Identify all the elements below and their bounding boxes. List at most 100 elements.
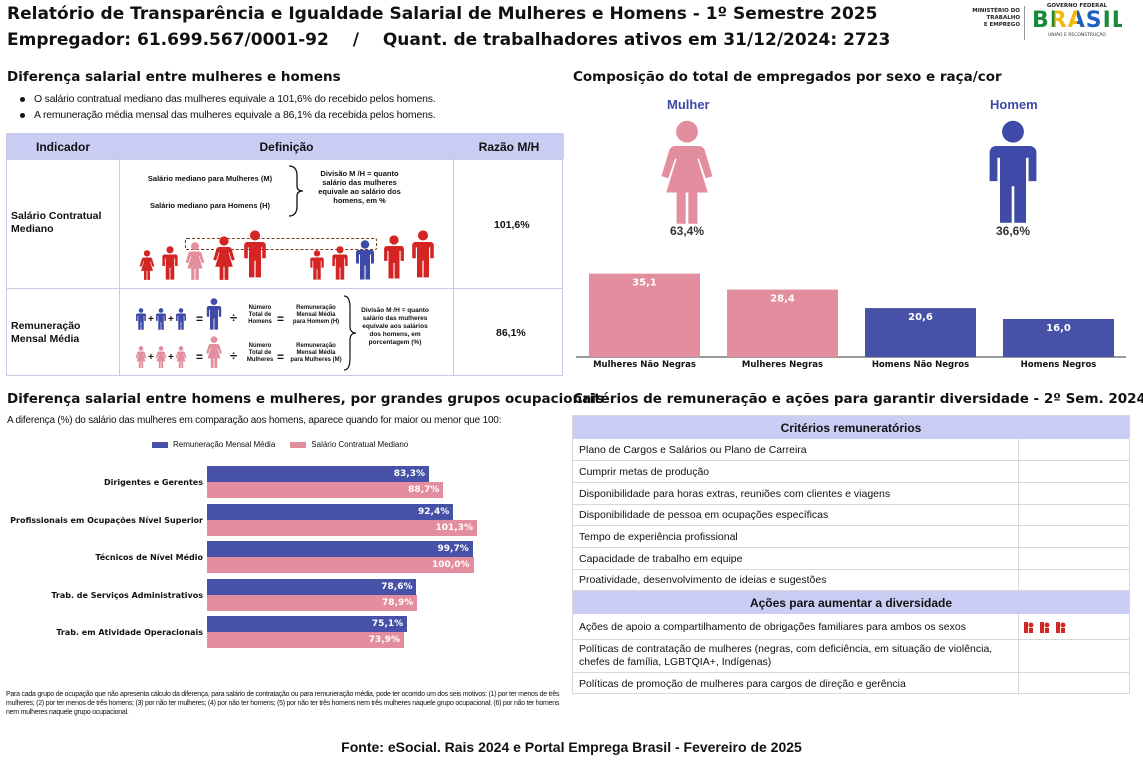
bar-median-salary: 73,9% bbox=[207, 632, 404, 648]
criteria-row: Capacidade de trabalho em equipe bbox=[573, 548, 1129, 570]
action-row: Políticas de contratação de mulheres (ne… bbox=[573, 640, 1129, 673]
salary-gap-title: Diferença salarial entre mulheres e home… bbox=[7, 69, 341, 85]
criteria-row: Tempo de experiência profissional bbox=[573, 526, 1129, 548]
action-row: Ações de apoio a compartilhamento de obr… bbox=[573, 614, 1129, 640]
remuneration-header: Critérios remuneratórios bbox=[573, 416, 1129, 439]
bullet-1: O salário contratual mediano das mulhere… bbox=[20, 93, 436, 105]
criteria-title: Critérios de remuneração e ações para ga… bbox=[573, 391, 1143, 407]
composition-title: Composição do total de empregados por se… bbox=[573, 69, 1002, 85]
bar-median-salary: 78,9% bbox=[207, 594, 418, 611]
indicator-table: Indicador Definição Razão M/H Salário Co… bbox=[6, 133, 564, 376]
category-label: Mulheres Não Negras bbox=[593, 360, 696, 370]
def-women-median: Salário mediano para Mulheres (M) bbox=[147, 174, 273, 183]
family-icon bbox=[1024, 622, 1066, 633]
footnote: Para cada grupo de ocupação que não apre… bbox=[6, 691, 560, 716]
bar-avg-remuneration: 83,3% bbox=[207, 466, 430, 482]
ratio-median: 101,6% bbox=[494, 219, 530, 231]
equals-sign: = bbox=[196, 312, 204, 326]
plus-sign: + bbox=[148, 314, 154, 325]
plus-sign: + bbox=[148, 352, 154, 363]
logo-divider bbox=[1024, 6, 1025, 40]
bar-avg-remuneration: 75,1% bbox=[207, 616, 408, 632]
def-division-avg: Divisão M /H = quanto salário das mulher… bbox=[361, 307, 429, 346]
actions-header: Ações para aumentar a diversidade bbox=[573, 591, 1129, 614]
def-men-median: Salário mediano para Homens (H) bbox=[149, 201, 271, 210]
row2-indicator: Remuneração Mensal Média bbox=[11, 320, 81, 345]
divide-sign: ÷ bbox=[230, 310, 238, 325]
bar-value-label: 35,1 bbox=[632, 278, 657, 289]
bar-avg-remuneration: 92,4% bbox=[207, 503, 454, 520]
occupations-subtitle: A diferença (%) do salário das mulheres … bbox=[7, 415, 502, 426]
bar-avg-remuneration: 78,6% bbox=[207, 578, 417, 595]
plus-sign: + bbox=[168, 352, 174, 363]
avg-women: Remuneração Mensal Média para Mulheres (… bbox=[290, 343, 342, 363]
employer-line: Empregador: 61.699.567/0001-92 / Quant. … bbox=[7, 30, 890, 50]
criteria-row: Proatividade, desenvolvimento de ideias … bbox=[573, 570, 1129, 591]
criteria-row: Disponibilidade para horas extras, reuni… bbox=[573, 483, 1129, 505]
brace-icon bbox=[343, 295, 357, 371]
header-separator: / bbox=[352, 30, 359, 50]
header-definition: Definição bbox=[120, 134, 453, 159]
header-ratio: Razão M/H bbox=[454, 134, 564, 159]
bar-median-salary: 100,0% bbox=[207, 557, 474, 573]
employer-id: Empregador: 61.699.567/0001-92 bbox=[7, 30, 329, 50]
plus-sign: + bbox=[168, 314, 174, 325]
dashed-highlight bbox=[185, 238, 377, 250]
occupation-label: Profissionais em Ocupações Nível Superio… bbox=[10, 515, 203, 525]
criteria-table: Critérios remuneratórios Plano de Cargos… bbox=[572, 415, 1130, 695]
avg-men: Remuneração Mensal Média para Homem (H) bbox=[292, 305, 340, 325]
bar-median-salary: 88,7% bbox=[207, 482, 444, 498]
criteria-row: Disponibilidade de pessoa em ocupações e… bbox=[573, 505, 1129, 526]
bar-value-label: 28,4 bbox=[770, 294, 795, 305]
workers-count: Quant. de trabalhadores ativos em 31/12/… bbox=[382, 30, 891, 50]
composition-chart: 35,1 Mulheres Não Negras 28,4 Mulheres Negr… bbox=[576, 273, 1126, 370]
source-footer: Fonte: eSocial. Rais 2024 e Portal Empre… bbox=[341, 739, 802, 755]
total-women: Número Total de Mulheres bbox=[246, 343, 274, 363]
legend-swatch-blue bbox=[152, 441, 168, 448]
category-label: Homens Não Negros bbox=[872, 360, 969, 370]
bar-value-label: 20,6 bbox=[908, 312, 933, 323]
people-row-icon bbox=[139, 230, 434, 280]
def-division-median: Divisão M /H = quanto salário das mulher… bbox=[318, 169, 401, 205]
legend-item-1: Remuneração Mensal Média bbox=[173, 440, 276, 449]
occupation-label: Trab. em Atividade Operacionais bbox=[56, 628, 203, 637]
category-label: Mulheres Negras bbox=[742, 360, 823, 370]
occupations-chart: Dirigentes e Gerentes 83,3% 88,7% Profissio… bbox=[0, 462, 560, 652]
legend-swatch-pink bbox=[290, 441, 307, 448]
occupation-label: Técnicos de Nível Médio bbox=[95, 553, 203, 562]
men-label: Homem bbox=[990, 97, 1038, 112]
bar-2 bbox=[727, 289, 838, 357]
header-indicator: Indicador bbox=[7, 134, 119, 159]
bullet-2: A remuneração média mensal das mulheres … bbox=[20, 109, 436, 121]
ministry-logo: MINISTÉRIO DO TRABALHO E EMPREGO bbox=[972, 8, 1020, 28]
bar-value-label: 16,0 bbox=[1046, 323, 1071, 334]
occupation-label: Dirigentes e Gerentes bbox=[104, 478, 203, 487]
men-pct: 36,6% bbox=[996, 224, 1031, 238]
category-label: Homens Negros bbox=[1021, 360, 1097, 370]
criteria-row: Cumprir metas de produção bbox=[573, 461, 1129, 483]
equals-sign: = bbox=[196, 350, 204, 364]
women-label: Mulher bbox=[667, 97, 710, 112]
bar-4 bbox=[1003, 319, 1114, 357]
woman-icon bbox=[661, 120, 713, 224]
brace-icon bbox=[288, 165, 304, 217]
equals-sign: = bbox=[277, 312, 285, 326]
bar-3 bbox=[865, 308, 976, 357]
ratio-avg: 86,1% bbox=[496, 327, 526, 339]
legend-item-2: Salário Contratual Mediano bbox=[311, 440, 409, 449]
brasil-logo: GOVERNO FEDERAL BRASIL UNIÃO E RECONSTRU… bbox=[1032, 3, 1127, 38]
bar-1 bbox=[589, 273, 700, 357]
occupations-title: Diferença salarial entre homens e mulher… bbox=[7, 391, 604, 407]
occupation-label: Trab. de Serviços Administrativos bbox=[51, 590, 203, 600]
report-title: Relatório de Transparência e Igualdade S… bbox=[7, 4, 878, 24]
women-pct: 63,4% bbox=[670, 224, 705, 238]
row1-indicator: Salário Contratual Mediano bbox=[11, 210, 102, 235]
bar-avg-remuneration: 99,7% bbox=[207, 541, 473, 557]
bar-median-salary: 101,3% bbox=[207, 519, 477, 536]
man-icon bbox=[989, 120, 1037, 223]
equals-sign: = bbox=[277, 350, 285, 364]
legend: Remuneração Mensal Média Salário Contrat… bbox=[152, 440, 408, 449]
total-men: Número Total de Homens bbox=[248, 305, 272, 325]
divide-sign: ÷ bbox=[230, 348, 238, 363]
action-row: Políticas de promoção de mulheres para c… bbox=[573, 673, 1129, 695]
